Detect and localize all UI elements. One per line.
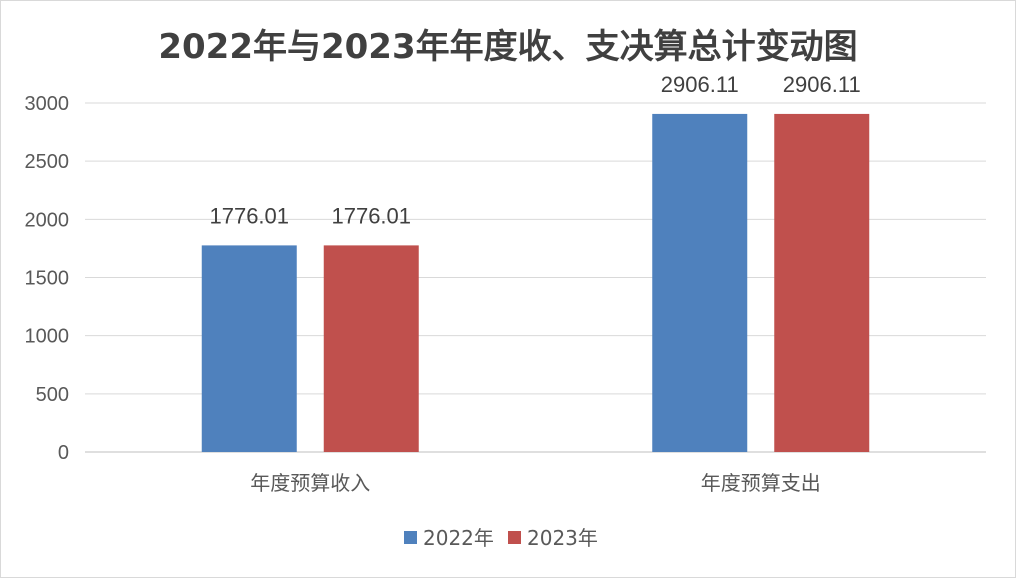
bar (201, 245, 297, 452)
x-category-label: 年度预算支出 (701, 471, 821, 495)
data-label: 1776.01 (331, 203, 411, 228)
y-tick-label: 2000 (25, 209, 70, 231)
y-tick-label: 3000 (25, 93, 70, 115)
y-tick-label: 0 (58, 442, 69, 464)
legend-label: 2022年 (423, 526, 494, 550)
y-tick-label: 1000 (25, 326, 70, 348)
data-label: 2906.11 (783, 72, 861, 97)
chart-title: 2022年与2023年年度收、支决算总计变动图 (158, 27, 858, 67)
bar (652, 113, 748, 452)
bar (323, 245, 419, 452)
legend-swatch (404, 531, 417, 544)
y-tick-label: 2500 (25, 151, 70, 173)
legend-label: 2023年 (527, 526, 598, 550)
bar (774, 113, 870, 452)
legend-swatch (508, 531, 521, 544)
y-tick-label: 500 (36, 384, 69, 406)
data-label: 2906.11 (661, 72, 739, 97)
x-category-label: 年度预算收入 (250, 471, 370, 495)
y-tick-label: 1500 (25, 268, 70, 290)
data-label: 1776.01 (209, 203, 289, 228)
